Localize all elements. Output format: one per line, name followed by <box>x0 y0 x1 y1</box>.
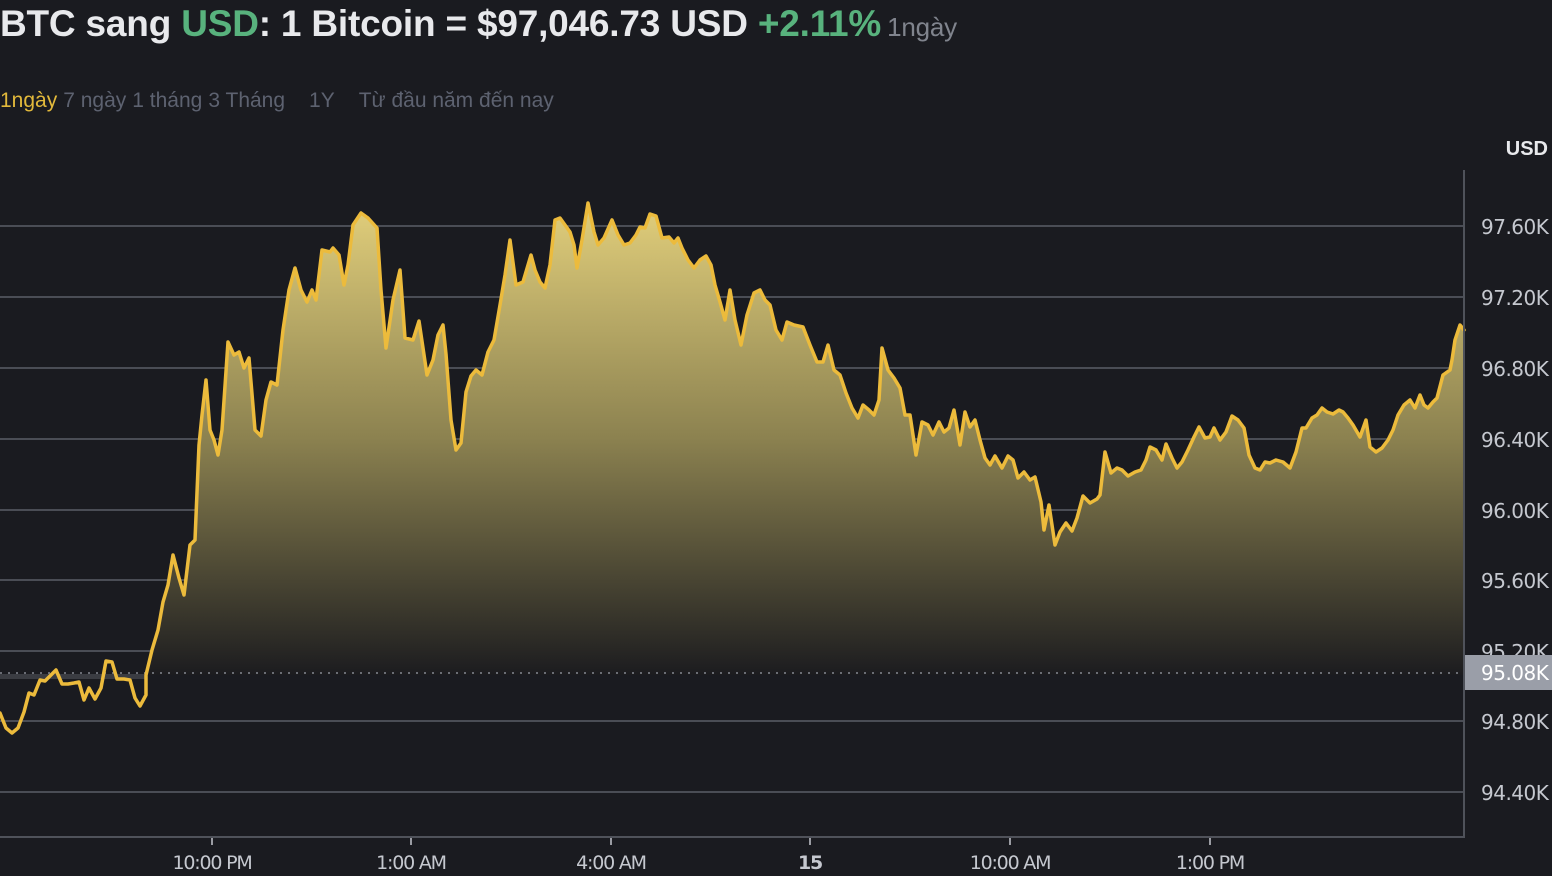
range-1m[interactable]: 1 tháng <box>132 89 203 112</box>
y-axis-currency-label: USD <box>1505 138 1548 160</box>
change-period: 1ngày <box>887 12 957 42</box>
from-currency: BTC <box>0 3 76 44</box>
x-tick: 1:00 PM <box>1175 852 1245 874</box>
range-ytd[interactable]: Từ đầu năm đến nay <box>358 89 554 112</box>
y-tick: 96.00K <box>1481 499 1549 523</box>
x-tick: 10:00 AM <box>969 852 1052 874</box>
x-axis-ticks <box>211 838 1211 845</box>
range-7d[interactable]: 7 ngày <box>63 89 127 112</box>
price-chart[interactable] <box>0 130 1552 876</box>
y-tick: 96.40K <box>1481 428 1549 452</box>
change-percent: +2.11% <box>757 3 882 44</box>
range-1d[interactable]: 1ngày <box>0 89 58 112</box>
range-3m[interactable]: 3 Tháng <box>208 89 286 112</box>
rate-text: : 1 Bitcoin = $97,046.73 USD <box>258 3 748 44</box>
x-tick-day: 15 <box>797 852 823 874</box>
y-tick: 97.20K <box>1481 286 1549 310</box>
price-line <box>0 201 1466 735</box>
connector-text: sang <box>85 3 172 44</box>
x-tick: 4:00 AM <box>576 852 647 874</box>
x-tick: 1:00 AM <box>376 852 447 874</box>
price-area-fill <box>146 203 1464 675</box>
axes <box>0 170 1465 838</box>
y-tick: 94.80K <box>1481 710 1549 734</box>
y-tick: 95.60K <box>1481 569 1549 593</box>
page-title: BTC sang USD: 1 Bitcoin = $97,046.73 USD… <box>0 2 957 49</box>
current-price-tag: 95.08K <box>1465 655 1552 690</box>
y-tick: 97.60K <box>1481 215 1549 239</box>
y-tick: 94.40K <box>1481 781 1549 805</box>
to-currency[interactable]: USD <box>181 3 259 44</box>
time-range-selector: 1ngày 7 ngày 1 tháng 3 Tháng 1Y Từ đầu năm đế… <box>0 86 560 116</box>
y-tick: 96.80K <box>1481 357 1549 381</box>
range-1y[interactable]: 1Y <box>309 89 335 112</box>
reference-line-shadow <box>0 674 146 679</box>
x-tick: 10:00 PM <box>172 852 252 874</box>
